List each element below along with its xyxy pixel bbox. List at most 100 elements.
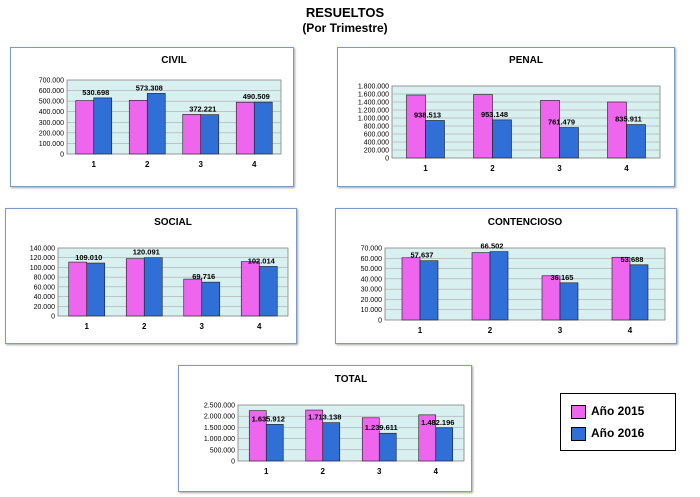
y-tick-label: 1.000.000 (358, 116, 389, 123)
bar-2016-q2 (492, 119, 512, 159)
y-tick-label: 50.000 (361, 266, 383, 273)
y-tick-label: 70.000 (361, 246, 383, 253)
bar-2015-q2 (471, 252, 491, 321)
y-tick-label: 60.000 (361, 256, 383, 263)
y-tick-label: 200.000 (39, 130, 64, 137)
x-tick-label: 2 (488, 326, 493, 335)
x-tick-label: 3 (199, 160, 204, 169)
bar-2015-q2 (473, 94, 493, 159)
bar-2016-q2 (489, 251, 509, 321)
bar-2015-q3 (541, 275, 561, 321)
y-tick-label: 300.000 (39, 120, 64, 127)
x-tick-label: 1 (92, 160, 97, 169)
chart-penal-svg: PENAL 0200.000400.000600.000800.0001.000.… (358, 55, 661, 173)
data-label: 835.911 (615, 115, 642, 124)
data-label: 372.221 (189, 105, 216, 114)
x-tick-label: 4 (257, 322, 262, 331)
y-tick-label: 1.200.000 (358, 108, 389, 115)
data-label: 1.713.138 (308, 413, 341, 422)
bar-2015-q3 (540, 100, 560, 159)
x-tick-label: 4 (434, 467, 439, 476)
x-tick-label: 3 (377, 467, 382, 476)
y-tick-label: 1.600.000 (358, 92, 389, 99)
bar-2015-q1 (75, 100, 95, 155)
bar-2015-q1 (68, 261, 88, 317)
y-tick-label: 700.000 (39, 78, 64, 85)
y-tick-label: 0 (51, 314, 55, 321)
legend-label-2015: Año 2015 (591, 404, 645, 418)
x-tick-label: 4 (624, 164, 629, 173)
legend-swatch-2015 (571, 405, 586, 419)
y-tick-label: 140.000 (30, 246, 55, 253)
legend-label-2016: Año 2016 (591, 426, 645, 440)
x-tick-label: 2 (145, 160, 150, 169)
data-label: 1.635.912 (252, 414, 285, 423)
page-title: RESUELTOS (305, 5, 385, 20)
bar-2015-q4 (235, 101, 255, 155)
data-label: 573.308 (136, 83, 163, 92)
y-tick-label: 0 (385, 156, 389, 163)
bar-2016-q1 (419, 260, 439, 321)
chart-penal: PENAL 0 200.000 400.000 600.000 800.000 1.000.… (337, 47, 675, 187)
page-subtitle: (Por Trimestre) (302, 21, 388, 35)
y-tick-label: 400.000 (39, 109, 64, 116)
legend-swatch-2016 (571, 427, 586, 441)
data-label: 102.014 (248, 256, 276, 265)
bar-2015-q2 (125, 258, 145, 317)
y-tick-label: 200.000 (364, 148, 389, 155)
bar-2016-q1 (86, 262, 106, 317)
bar-2016-q1 (425, 120, 445, 159)
data-label: 109.010 (75, 253, 102, 262)
chart-social: SOCIAL 0 20.000 40.000 60.000 80.000 100.000 12… (5, 208, 297, 344)
y-tick-label: 800.000 (364, 124, 389, 131)
y-tick-label: 1.000.000 (204, 436, 235, 443)
data-label: 69.716 (192, 272, 215, 281)
bar-2016-q3 (201, 281, 221, 317)
y-tick-label: 0 (60, 152, 64, 159)
bar-2016-q4 (435, 427, 454, 462)
y-tick-label: 600.000 (39, 88, 64, 95)
bar-2015-q1 (406, 94, 426, 159)
y-tick-label: 2.000.000 (204, 414, 235, 421)
chart-civil-svg: CIVIL 0 100.000 200.000 300.000 400.000 500.00… (39, 55, 282, 169)
y-tick-label: 1.800.000 (358, 84, 389, 91)
y-tick-label: 60.000 (34, 284, 56, 291)
bar-2015-q2 (128, 99, 148, 155)
y-tick-label: 40.000 (361, 276, 383, 283)
y-tick-label: 120.000 (30, 255, 55, 262)
data-label: 1.482.196 (421, 418, 454, 427)
y-tick-label: 0 (231, 459, 235, 466)
data-label: 490.509 (243, 92, 270, 101)
y-tick-label: 1.500.000 (204, 425, 235, 432)
y-tick-label: 500.000 (210, 447, 235, 454)
chart-title: SOCIAL (154, 217, 192, 228)
bar-2015-q4 (240, 261, 260, 317)
data-label: 66.502 (481, 242, 504, 251)
chart-title: PENAL (509, 55, 543, 66)
y-tick-label: 100.000 (30, 265, 55, 272)
chart-title: TOTAL (335, 374, 367, 385)
bar-2016-q3 (559, 127, 579, 159)
bar-2016-q2 (322, 422, 341, 462)
bar-2016-q1 (93, 97, 113, 155)
bar-2016-q4 (626, 124, 646, 159)
y-tick-label: 30.000 (361, 287, 383, 294)
y-tick-label: 1.400.000 (358, 100, 389, 107)
x-tick-label: 1 (423, 164, 428, 173)
bar-2016-q1 (265, 424, 284, 462)
y-tick-label: 10.000 (361, 307, 383, 314)
chart-contencioso: CONTENCIOSO 0 10.000 20.000 30.000 40.000 50.0… (335, 208, 677, 344)
data-label: 53.688 (621, 255, 644, 264)
y-tick-label: 500.000 (39, 99, 64, 106)
bar-2015-q4 (611, 256, 631, 321)
bar-2016-q2 (143, 257, 163, 317)
bar-2015-q3 (182, 114, 202, 155)
chart-civil: CIVIL 0 100.000 200.000 300.000 400.000 500.00… (10, 47, 294, 187)
x-tick-label: 1 (264, 467, 269, 476)
x-tick-label: 4 (252, 160, 257, 169)
y-tick-label: 600.000 (364, 132, 389, 139)
x-tick-label: 3 (557, 164, 562, 173)
y-tick-label: 40.000 (34, 294, 56, 301)
x-tick-label: 1 (418, 326, 423, 335)
bar-2016-q2 (146, 93, 166, 155)
